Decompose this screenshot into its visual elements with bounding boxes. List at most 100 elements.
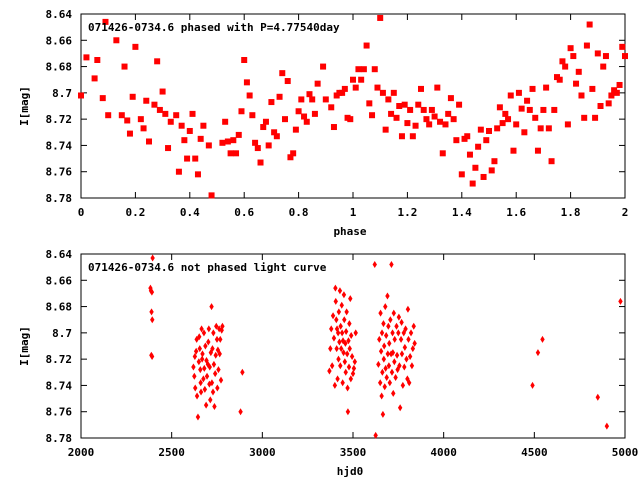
unphased-data-point [383,331,389,339]
unphased-data-point [348,331,354,339]
unphased-data-point [339,329,345,337]
phased-data-point [352,84,359,91]
phased-data-point [494,125,501,132]
unphased-data-point [218,376,224,384]
phased-data-point [181,137,188,144]
phased-data-point [477,126,484,133]
unphased-data-point [408,329,414,337]
unphased-data-point [333,297,338,305]
unphased-data-point [211,360,217,368]
unphased-data-point [343,368,348,376]
phased-data-point [159,88,166,95]
phased-data-point [426,121,433,128]
unphased-data-point [389,261,394,269]
phased-data-point [578,92,585,99]
unphased-data-point [407,379,412,387]
phased-data-point [537,125,544,132]
unphased-data-point [410,345,416,353]
unphased-data-point [404,355,409,363]
phased-data-point [499,120,506,127]
unphased-data-point [387,339,392,347]
unphased-data-point [193,384,198,392]
phased-data-point [140,125,147,132]
phased-data-point [594,50,601,57]
phased-data-point [415,101,422,108]
unphased-data-point [198,366,203,374]
unphased-data-point [349,353,355,361]
phased-data-point [369,112,376,119]
unphased-data-point [344,350,350,358]
phased-data-point [556,76,563,83]
unphased-data-point [389,368,395,376]
unphased-data-point [203,342,208,350]
phased-data-point [279,70,286,77]
unphased-y-axis-label: I[mag] [18,326,31,366]
unphased-y-tick-label: 8.78 [46,432,73,445]
phased-data-point [377,14,384,21]
unphased-data-point [397,362,402,370]
phased-data-point [156,106,163,113]
phased-data-point [390,89,397,96]
unphased-data-point [328,345,333,353]
phased-data-point [194,171,201,178]
unphased-data-point [217,350,222,358]
unphased-x-tick-label: 4000 [430,446,457,459]
phased-data-point [564,121,571,128]
phased-data-point [437,118,444,125]
phased-data-point [439,150,446,157]
unphased-data-point [191,363,196,371]
unphased-x-tick-label: 2000 [68,446,95,459]
unphased-data-point [333,284,338,292]
phased-data-point [91,75,98,82]
phased-data-point [309,96,316,103]
unphased-data-point [194,392,200,400]
phased-data-point [385,96,392,103]
phased-data-point [382,126,389,133]
phased-data-point [540,106,547,113]
unphased-data-point [399,318,404,326]
unphased-data-point [391,309,396,317]
phased-data-point [469,180,476,187]
phased-data-point [230,137,237,144]
unphased-data-point [393,374,398,382]
phased-data-point [396,103,403,109]
phased-data-point [363,42,370,49]
phased-data-point [249,112,256,119]
phased-data-point [186,127,193,134]
phased-data-point [488,167,495,174]
unphased-data-point [214,335,220,343]
unphased-data-point [411,322,416,330]
unphased-data-point [346,363,352,371]
phased-data-point [222,118,229,125]
phased-data-point [589,85,596,92]
phased-data-point [412,122,419,129]
phased-data-point [551,106,558,113]
unphased-data-point [372,261,377,269]
unphased-data-point [201,329,207,337]
phased-data-point [608,92,615,99]
phased-data-point [393,114,400,121]
unphased-data-point [195,413,201,421]
unphased-data-point [339,301,344,309]
unphased-data-point [353,329,358,337]
unphased-data-point [210,345,215,353]
unphased-y-tick-label: 8.64 [46,248,73,261]
unphased-data-point [341,291,347,299]
phased-data-point [409,133,416,140]
unphased-data-point [213,351,218,359]
phased-x-tick-label: 0.8 [289,206,309,219]
phased-y-tick-label: 8.78 [46,192,73,205]
unphased-data-point [215,384,220,392]
unphased-data-point [396,313,402,321]
unphased-data-point [390,329,395,337]
phased-data-point [597,103,604,109]
unphased-chart: 8.64 8.66 8.68 8.7 8.72 8.74 8.76 8.78 2000 2500… [18,248,638,478]
phased-data-point [121,63,128,70]
phased-x-tick-label: 1 [350,206,357,219]
phased-data-point [450,116,457,123]
unphased-y-tick-label: 8.72 [46,353,73,366]
phased-data-point [575,68,582,75]
phased-data-point [339,89,346,96]
unphased-data-point [405,305,411,313]
phased-data-point [358,76,365,83]
